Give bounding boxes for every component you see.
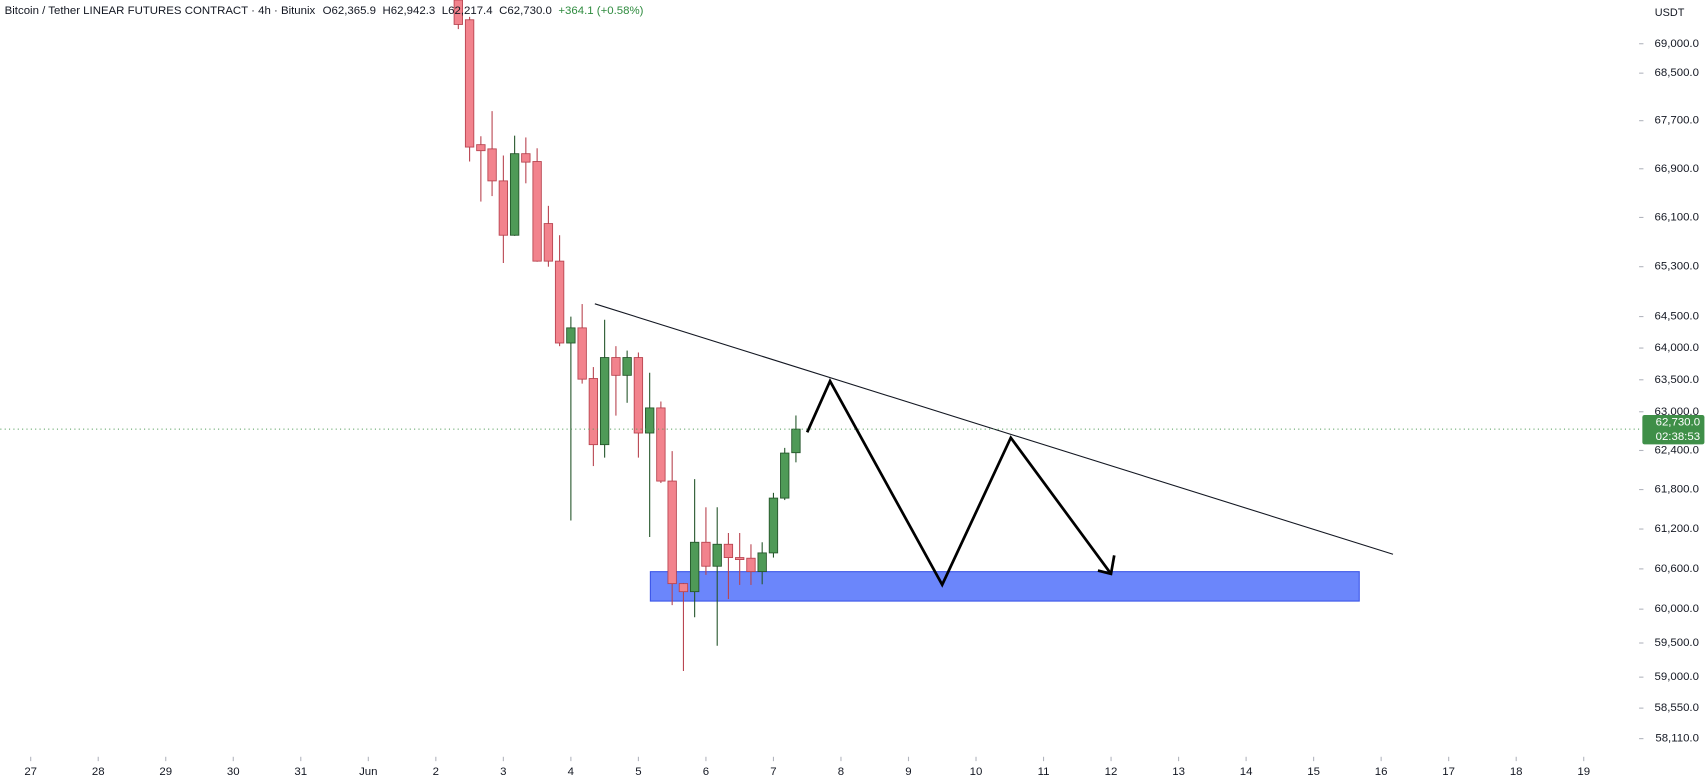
legend-value: C62,730.0 (499, 5, 552, 17)
y-tick-label: 58,110.0 (1655, 733, 1699, 745)
x-tick-label: 19 (1577, 766, 1590, 778)
candle-body (543, 223, 554, 262)
y-tick-label: 63,500.0 (1655, 374, 1699, 386)
x-tick-label: Jun (359, 766, 377, 778)
candle-body (735, 557, 745, 560)
candle-body (678, 583, 689, 593)
candle-body (611, 357, 621, 376)
candle-body (723, 543, 734, 558)
legend-value: O62,365.9 (323, 5, 376, 17)
y-tick-label: 60,000.0 (1655, 603, 1699, 615)
y-tick-label: 58,550.0 (1655, 702, 1699, 714)
y-tick-label: 64,000.0 (1655, 342, 1699, 354)
candle-body (667, 480, 677, 585)
x-tick-label: 16 (1375, 766, 1388, 778)
candle-body (487, 148, 497, 182)
y-tick-label: 66,900.0 (1655, 163, 1699, 175)
x-tick-label: 28 (92, 766, 105, 778)
y-tick-label: 61,800.0 (1655, 484, 1699, 496)
chart-title: Bitcoin / Tether LINEAR FUTURES CONTRACT… (5, 5, 316, 17)
candle-body (554, 260, 565, 344)
y-tick-label: 69,000.0 (1655, 38, 1699, 50)
candle-body (588, 378, 599, 446)
plot-area (453, 0, 1394, 671)
candle-body (521, 153, 531, 163)
countdown-label: 02:38:53 (1656, 431, 1700, 443)
x-tick-label: 7 (770, 766, 776, 778)
x-tick-label: 2 (433, 766, 439, 778)
x-tick-label: 17 (1442, 766, 1455, 778)
candle-body (712, 543, 722, 567)
y-tick-label: 63,000.0 (1655, 406, 1699, 418)
legend-value: +364.1 (+0.58%) (558, 5, 643, 17)
x-tick-label: 27 (24, 766, 37, 778)
y-tick-label: 61,200.0 (1655, 523, 1699, 535)
ohlc-legend: O62,365.9 H62,942.3 L62,217.4 C62,730.0 +364… (323, 5, 644, 17)
candle-body (532, 161, 542, 262)
candle-body (701, 541, 711, 567)
candle-body (498, 180, 509, 236)
x-tick-label: 3 (500, 766, 506, 778)
x-tick-label: 8 (838, 766, 844, 778)
x-tick-label: 31 (294, 766, 307, 778)
candle-body (476, 144, 486, 152)
x-tick-label: 10 (970, 766, 983, 778)
x-tick-label: 29 (159, 766, 172, 778)
y-tick-label: 64,500.0 (1655, 311, 1699, 323)
y-tick-label: 60,600.0 (1655, 563, 1699, 575)
candle-body (622, 357, 632, 376)
candle-body (689, 541, 700, 593)
y-tick-label: 59,500.0 (1655, 637, 1699, 649)
arrow-head (1097, 555, 1116, 576)
x-tick-label: 5 (635, 766, 641, 778)
y-tick-label: 65,300.0 (1655, 261, 1699, 273)
candle-body (599, 357, 610, 446)
y-tick-label: 62,400.0 (1655, 444, 1699, 456)
y-tick-label: 66,100.0 (1655, 211, 1699, 223)
candle-body (656, 407, 666, 482)
candle-body (464, 19, 475, 148)
candle-body (645, 407, 655, 434)
x-tick-label: 4 (568, 766, 575, 778)
candle-body (757, 552, 767, 573)
y-tick-label: 59,000.0 (1655, 671, 1699, 683)
candle-body (509, 153, 520, 236)
candle-body (633, 357, 644, 434)
last-price-label: 62,730.0 (1656, 417, 1700, 429)
last-price-box (1642, 414, 1705, 445)
x-tick-label: 30 (227, 766, 240, 778)
candle-body (791, 428, 801, 454)
currency-label: USDT (1655, 7, 1685, 19)
candle-body (453, 0, 463, 25)
x-tick-label: 13 (1172, 766, 1185, 778)
x-tick-label: 6 (703, 766, 709, 778)
legend-value: L62,217.4 (442, 5, 493, 17)
x-tick-label: 14 (1240, 766, 1253, 778)
legend-value: H62,942.3 (383, 5, 436, 17)
y-tick-label: 68,500.0 (1655, 67, 1699, 79)
y-tick-label: 67,700.0 (1655, 115, 1699, 127)
x-tick-label: 11 (1038, 766, 1050, 778)
x-tick-label: 9 (905, 766, 911, 778)
candle-body (577, 327, 587, 380)
candle-body (746, 557, 756, 573)
x-tick-label: 12 (1105, 766, 1118, 778)
candle-body (780, 452, 790, 499)
x-tick-label: 18 (1510, 766, 1523, 778)
candle-body (768, 497, 779, 554)
support-zone (649, 571, 1360, 602)
projection-path (805, 378, 1113, 588)
x-tick-label: 15 (1307, 766, 1320, 778)
candle-body (566, 327, 576, 344)
